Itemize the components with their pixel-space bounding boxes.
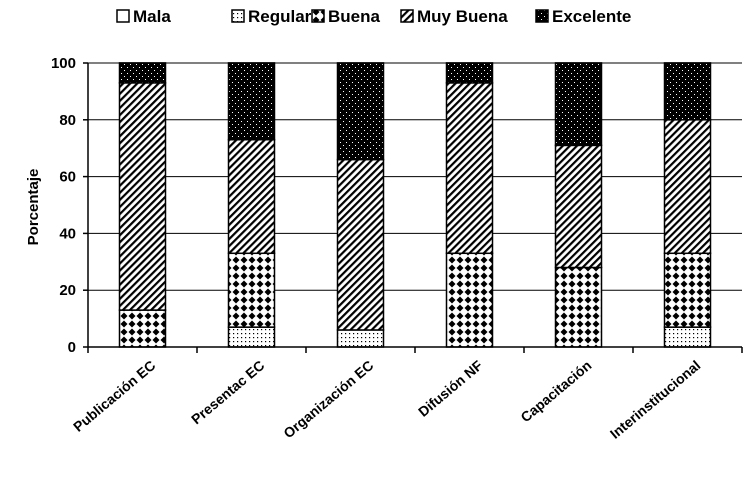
x-category-label: Publicación EC — [70, 357, 158, 435]
y-tick-label: 40 — [59, 225, 76, 242]
bar-segment — [554, 144, 603, 269]
bar-segment — [663, 326, 712, 348]
legend-label: Muy Buena — [417, 7, 508, 26]
legend-swatch — [535, 9, 549, 23]
y-tick-label: 100 — [51, 55, 76, 72]
y-tick-label: 60 — [59, 169, 76, 186]
legend-item: Mala — [116, 7, 171, 26]
legend-item: Buena — [311, 7, 381, 26]
gridlines — [88, 62, 742, 291]
legend-swatch — [400, 9, 414, 23]
bar-segment — [336, 62, 385, 161]
legend-swatch — [231, 9, 245, 23]
x-category-label: Presentac EC — [188, 357, 267, 427]
x-category-label: Interinstitucional — [607, 357, 704, 442]
bar-segment — [336, 158, 385, 331]
legend-item: Muy Buena — [400, 7, 508, 26]
bar-segment — [445, 252, 494, 348]
bar-segment — [227, 138, 276, 255]
y-tick-label: 0 — [68, 339, 76, 356]
legend: Mala Regular Buena Muy Buena Excelente — [116, 7, 631, 26]
legend-swatch — [116, 9, 130, 23]
bar-segment — [227, 326, 276, 348]
bar-segment — [445, 82, 494, 255]
bar-segment — [118, 82, 167, 311]
bar-segment — [445, 62, 494, 84]
axes — [83, 62, 743, 353]
y-tick-labels: 0 20 40 60 80 100 — [51, 55, 76, 356]
bar-segment — [227, 62, 276, 141]
legend-item: Regular — [231, 7, 312, 26]
bar-segment — [336, 329, 385, 348]
legend-label: Mala — [133, 7, 171, 26]
x-category-label: Organización EC — [280, 357, 376, 441]
bar-segment — [663, 62, 712, 121]
bar-segment — [663, 119, 712, 255]
bar-segment — [554, 62, 603, 147]
x-category-labels: Publicación EC Presentac EC Organización E… — [70, 357, 703, 442]
bar-segment — [118, 62, 167, 84]
bar-segment — [663, 252, 712, 328]
bar-segment — [118, 309, 167, 348]
y-axis-title: Porcentaje — [25, 169, 42, 246]
legend-label: Buena — [328, 7, 381, 26]
legend-label: Regular — [248, 7, 312, 26]
y-tick-label: 20 — [59, 282, 76, 299]
legend-item: Excelente — [535, 7, 631, 26]
bar-segment — [554, 266, 603, 348]
bars — [118, 62, 712, 348]
y-tick-label: 80 — [59, 112, 76, 129]
x-category-label: Capacitación — [517, 357, 594, 425]
legend-swatch — [311, 9, 325, 23]
x-category-label: Difusión NF — [415, 357, 486, 420]
legend-label: Excelente — [552, 7, 631, 26]
bar-segment — [227, 252, 276, 328]
